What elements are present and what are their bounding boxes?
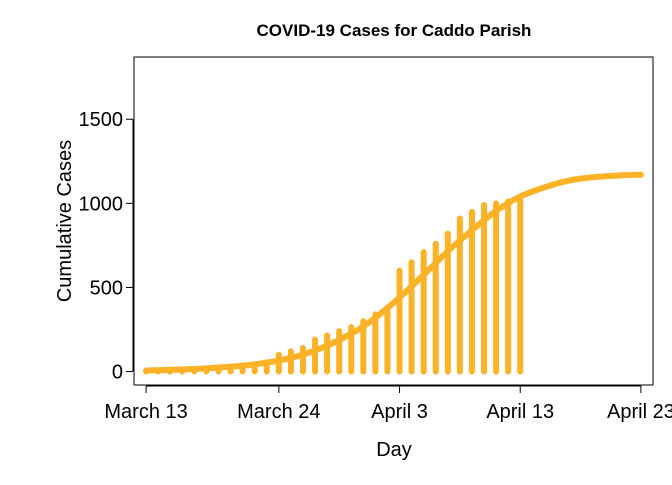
x-axis: March 13 March 24 April 3 April 13 April 23 [104,385,672,423]
x-tick-label: April 23 [607,401,672,423]
plot-frame [133,56,654,386]
chart-title: COVID-19 Cases for Caddo Parish [257,21,532,40]
x-tick-label: March 13 [104,401,187,423]
y-axis-label: Cumulative Cases [54,140,76,302]
fit-line-group [143,171,644,374]
y-tick-label: 1000 [79,193,124,215]
y-tick-label: 1500 [79,109,124,131]
y-tick-label: 0 [112,362,123,384]
x-tick-label: April 3 [371,401,428,423]
fit-line [143,171,644,374]
x-axis-label: Day [376,439,412,461]
bar-group [143,196,524,375]
x-tick-label: April 13 [486,401,554,423]
y-tick-label: 500 [90,277,123,299]
y-axis: 0 500 1000 1500 [79,109,134,384]
x-tick-label: March 24 [237,401,320,423]
